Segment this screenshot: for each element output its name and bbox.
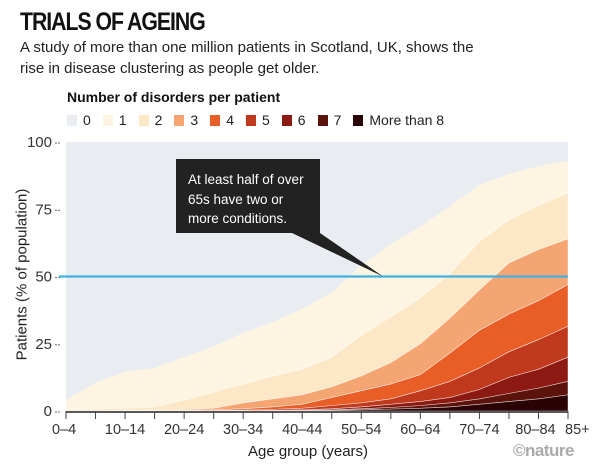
legend-label: 7	[333, 112, 342, 128]
annotation-box: At least half of over 65s have two or mo…	[176, 159, 320, 233]
x-tick-label: 70–74	[459, 422, 499, 438]
legend-item: 5	[245, 112, 282, 128]
x-tick-label: 40–44	[282, 422, 322, 438]
y-tick-dot	[58, 343, 60, 346]
legend-swatch	[281, 114, 292, 126]
legend-label: 6	[297, 112, 306, 128]
x-tick-label: 20–24	[164, 422, 204, 438]
y-tick-dot	[55, 276, 57, 279]
legend-swatch	[102, 114, 113, 126]
x-tick-label: 80–84	[515, 422, 555, 438]
legend-item: 4	[210, 112, 246, 128]
y-axis-label: Patients (% of population)	[13, 188, 31, 361]
y-tick-label: 25	[35, 336, 52, 353]
area-band-more-than-8	[66, 394, 569, 412]
legend-item: 1	[102, 112, 139, 128]
legend-label: 5	[261, 112, 270, 128]
legend-item: 2	[138, 112, 175, 128]
legend-swatch	[317, 114, 328, 126]
legend-item: More than 8	[353, 112, 456, 128]
chart-subtitle: A study of more than one million patient…	[20, 39, 474, 77]
y-tick-dot	[55, 343, 57, 346]
y-tick-label: 0	[44, 403, 52, 420]
x-tick-label: 10–14	[105, 422, 145, 438]
x-axis-label: Age group (years)	[247, 443, 369, 460]
legend-label: 1	[118, 112, 127, 128]
legend-label: 3	[190, 112, 199, 128]
y-tick-label: 100	[27, 134, 52, 151]
y-tick-dot	[55, 142, 57, 144]
x-tick-label: 60–64	[400, 422, 440, 438]
legend-swatch	[67, 114, 77, 126]
legend-swatch	[138, 114, 149, 126]
legend-title: Number of disorders per patient	[67, 89, 281, 105]
legend-label: 2	[154, 112, 163, 128]
x-tick-label: 85+	[565, 422, 590, 438]
legend-swatch	[174, 114, 185, 126]
legend-item: 3	[174, 112, 210, 128]
area-band-1	[66, 160, 568, 410]
y-tick-label: 75	[35, 201, 52, 218]
x-tick-label: 50–54	[341, 422, 381, 438]
legend-swatch	[245, 114, 256, 126]
legend: 0 1 2 3 4 5 6 7 More than 8	[67, 112, 456, 128]
legend-swatch	[210, 114, 221, 126]
y-tick-dot	[55, 411, 57, 413]
x-tick-label: 30–34	[223, 422, 263, 438]
y-tick-label: 50	[35, 269, 52, 286]
legend-swatch	[353, 114, 364, 126]
x-tick-label: 0–4	[52, 422, 76, 438]
legend-item: 6	[281, 112, 318, 128]
legend-item: 7	[317, 112, 354, 128]
annotation-pointer	[292, 233, 383, 277]
y-tick-dot	[55, 209, 57, 212]
legend-item: 0	[67, 112, 103, 128]
y-tick-dot	[58, 142, 60, 144]
legend-label: More than 8	[369, 112, 445, 128]
chart-title: TRIALS OF AGEING	[20, 8, 206, 36]
y-tick-dot	[58, 209, 60, 212]
nature-logo: ©nature	[513, 441, 574, 460]
y-tick-dot	[58, 411, 60, 413]
legend-label: 4	[226, 112, 234, 128]
legend-label: 0	[83, 112, 91, 128]
